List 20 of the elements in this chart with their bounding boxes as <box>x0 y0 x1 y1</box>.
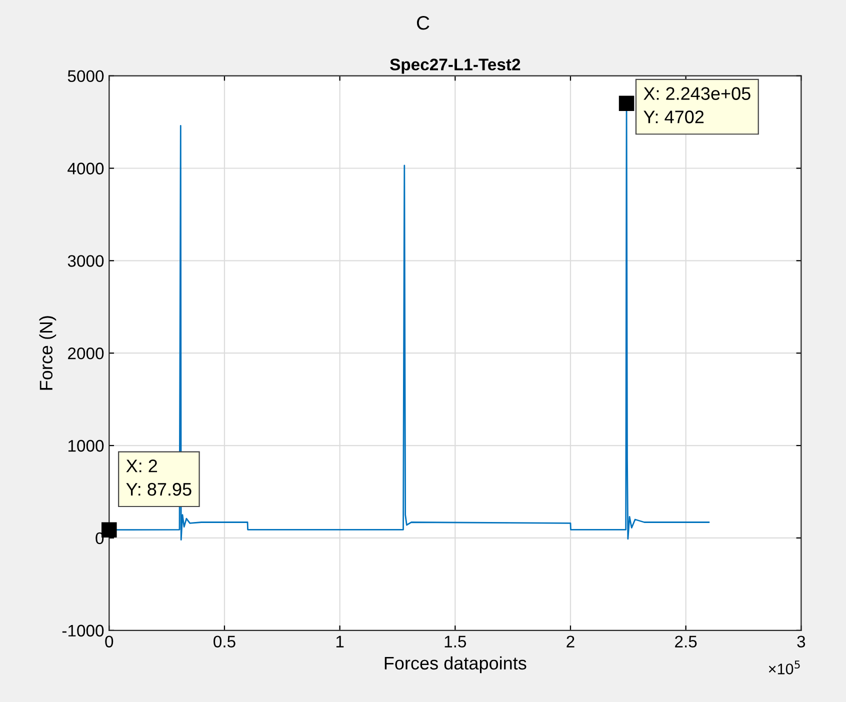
x-tick-label: 0 <box>105 636 114 648</box>
y-tick-label: 4000 <box>68 162 104 174</box>
y-tick-label: 2000 <box>68 348 104 360</box>
x-tick-label: 3 <box>797 636 806 648</box>
annotation: X: 2 Y: 87.95 <box>126 460 192 496</box>
chart-title: Spec27-L1-Test2 <box>390 58 520 74</box>
text: ×10$^{5}$ <box>768 660 800 674</box>
x-tick-label: 1 <box>336 636 344 648</box>
y-tick-label: -1000 <box>62 624 104 637</box>
y-tick-label: 5000 <box>68 70 104 82</box>
y-tick-label: 1000 <box>68 440 104 452</box>
x-axis-title: Forces datapoints <box>384 656 526 674</box>
x-tick-label: 2.5 <box>675 636 697 648</box>
annotation: X: 2.243e+05 Y: 4702 <box>644 87 750 124</box>
x-tick-label: 2 <box>566 636 574 648</box>
y-tick-label: 3000 <box>68 255 104 267</box>
x-tick-label: 1.5 <box>444 636 466 648</box>
text: C <box>416 16 430 30</box>
x-tick-label: 0.5 <box>214 636 236 648</box>
y-axis-title: Force (N) <box>39 316 56 390</box>
